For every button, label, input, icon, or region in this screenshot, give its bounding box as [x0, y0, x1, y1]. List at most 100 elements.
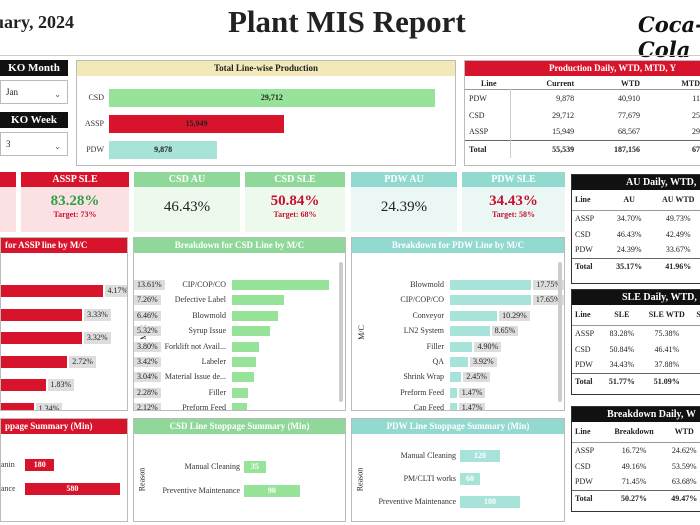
kpi-card: ASSP SLE 83.28% Target: 73%: [21, 172, 129, 232]
assp-stoppage-row-bar[interactable]: [25, 459, 55, 471]
assp-breakdown-row-bar[interactable]: [1, 402, 34, 410]
chevron-down-icon: ⌄: [54, 142, 61, 151]
total-production-bar[interactable]: [109, 141, 218, 159]
table-header-row: Line SLE SLE WTD S: [572, 305, 700, 325]
csd-breakdown-row-bar[interactable]: [232, 403, 248, 410]
pdw-breakdown-row-bar[interactable]: [450, 372, 462, 383]
table-cell: 33.67%: [665, 245, 691, 255]
csd-stoppage-row: Manual Cleaning 35: [134, 460, 345, 474]
csd-breakdown-row-bar[interactable]: [232, 280, 329, 290]
pdw-stoppage-row-bar[interactable]: [460, 473, 480, 485]
csd-breakdown-row-bar[interactable]: [232, 341, 259, 352]
csd-stoppage-row-bar[interactable]: [244, 485, 300, 497]
pdw-stoppage-row-value: 180: [484, 497, 496, 506]
pdw-stoppage-chart: PDW Line Stoppage Summary (Min) Reason M…: [351, 418, 565, 522]
month-dropdown[interactable]: Jan ⌄: [0, 80, 68, 104]
total-production-bar[interactable]: [109, 115, 284, 133]
week-dropdown[interactable]: 3 ⌄: [0, 132, 68, 156]
table-header-cell[interactable]: S: [692, 305, 700, 325]
table-header-cell[interactable]: AU WTD: [661, 195, 695, 205]
kpi-label: ASSP SLE: [21, 172, 129, 187]
pdw-breakdown-row-bar[interactable]: [450, 295, 531, 306]
pdw-breakdown-scrollbar[interactable]: [558, 262, 562, 402]
pdw-breakdown-row: Filler 4.90%: [352, 341, 564, 353]
page-title: Plant MIS Report: [228, 4, 466, 39]
kpi-value: 46.43%: [163, 199, 211, 215]
assp-breakdown-chart: for ASSP line by M/C 4.17% 3.33% 3.32% 2.72…: [0, 237, 128, 411]
table-header-cell[interactable]: Line: [575, 195, 591, 205]
table-header-cell[interactable]: WTD: [674, 427, 694, 437]
assp-breakdown-row: 1.34%: [1, 402, 127, 410]
kpi-card: CSD SLE 50.84% Target: 68%: [245, 172, 345, 232]
pdw-breakdown-row-bar[interactable]: [450, 280, 532, 290]
table-header-cell[interactable]: AU: [623, 195, 635, 205]
csd-breakdown-row-bar[interactable]: [232, 387, 249, 398]
table-header-cell[interactable]: Line: [575, 427, 591, 437]
sle-table-title: SLE Daily, WTD,: [572, 290, 700, 305]
assp-stoppage-row-label: ance: [1, 484, 15, 493]
csd-breakdown-row-bar[interactable]: [232, 357, 257, 367]
pdw-stoppage-row-bar[interactable]: [460, 450, 500, 462]
csd-breakdown-row-bar[interactable]: [232, 372, 254, 383]
assp-breakdown-row-bar[interactable]: [1, 285, 103, 297]
table-total-cell: Total: [575, 376, 593, 386]
csd-breakdown-row: Material Issue de... 3.04%: [134, 371, 345, 383]
kpi-label: PDW AU: [351, 172, 457, 187]
col-current[interactable]: Current: [546, 79, 575, 88]
pdw-breakdown-row-bar[interactable]: [450, 387, 457, 398]
pdw-breakdown-row-value: 10.29%: [499, 310, 530, 321]
total-production-bar[interactable]: [109, 89, 435, 107]
table-cell: 77,679: [618, 110, 640, 120]
assp-breakdown-row-value: 1.34%: [35, 402, 63, 410]
table-cell: 29,712: [552, 110, 575, 120]
assp-breakdown-row-bar[interactable]: [1, 332, 82, 344]
csd-stoppage-row-bar[interactable]: [244, 461, 266, 473]
coca-cola-logo: Coca-Cola: [638, 12, 700, 62]
kpi-value: 24.39%: [380, 199, 428, 215]
csd-breakdown-row-bar[interactable]: [232, 295, 284, 306]
table-cell: 34.43%: [609, 360, 635, 370]
csd-breakdown-row-bar[interactable]: [232, 310, 278, 321]
pdw-breakdown-row-bar[interactable]: [450, 341, 473, 352]
table-header-cell[interactable]: Line: [575, 310, 591, 320]
report-date: uary, 2024: [0, 12, 75, 32]
table-header-cell[interactable]: SLE: [614, 310, 630, 320]
table-cell: 46.43%: [616, 229, 642, 239]
total-production-category: CSD: [88, 93, 104, 102]
csd-breakdown-scrollbar[interactable]: [339, 262, 343, 402]
assp-breakdown-row: 2.72%: [1, 355, 127, 369]
csd-breakdown-row-bar[interactable]: [232, 326, 270, 337]
breakdown-table-title: Breakdown Daily, W: [572, 407, 700, 422]
table-header-cell[interactable]: Breakdown: [614, 427, 654, 437]
total-production-value: 9,878: [154, 145, 173, 154]
breakdown-table-panel: Breakdown Daily, W Line Breakdown WTD ASSP 1…: [571, 406, 700, 512]
assp-breakdown-row-bar[interactable]: [1, 379, 46, 391]
pdw-breakdown-row-bar[interactable]: [450, 357, 468, 367]
assp-breakdown-row-bar[interactable]: [1, 308, 83, 321]
pdw-breakdown-row-value: 17.65%: [532, 295, 564, 306]
pdw-breakdown-row-bar[interactable]: [450, 310, 498, 321]
table-header-cell[interactable]: SLE WTD: [648, 310, 685, 320]
assp-stoppage-row-bar[interactable]: [25, 483, 120, 495]
pdw-breakdown-row: Cap Feed 1.47%: [352, 402, 564, 410]
assp-stoppage-row-value: 580: [66, 484, 79, 493]
month-slicer-label: KO Month: [0, 60, 68, 76]
table-total-cell: Total: [465, 140, 511, 158]
csd-breakdown-row-label: Defective Label: [174, 295, 226, 305]
table-cell: 34.70%: [616, 213, 642, 223]
pdw-breakdown-row-label: LN2 System: [403, 326, 444, 336]
assp-breakdown-row-value: 1.83%: [47, 379, 75, 391]
table-cell: 16.72%: [621, 445, 647, 455]
col-line[interactable]: Line: [481, 79, 497, 88]
table-cell: 71.45%: [621, 477, 647, 487]
pdw-stoppage-row-bar[interactable]: [460, 496, 520, 508]
table-total-row: Total 55,539 187,156 67: [465, 140, 700, 158]
col-wtd[interactable]: WTD: [620, 79, 640, 88]
pdw-breakdown-row-bar[interactable]: [450, 326, 490, 337]
assp-breakdown-row-bar[interactable]: [1, 355, 68, 368]
csd-stoppage-row: Preventive Maintenance 90: [134, 484, 345, 498]
pdw-breakdown-row-bar[interactable]: [450, 403, 457, 410]
pdw-stoppage-row-value: 60: [466, 474, 474, 483]
pdw-breakdown-row-label: QA: [432, 357, 444, 366]
col-mtd[interactable]: MTD: [681, 79, 700, 88]
